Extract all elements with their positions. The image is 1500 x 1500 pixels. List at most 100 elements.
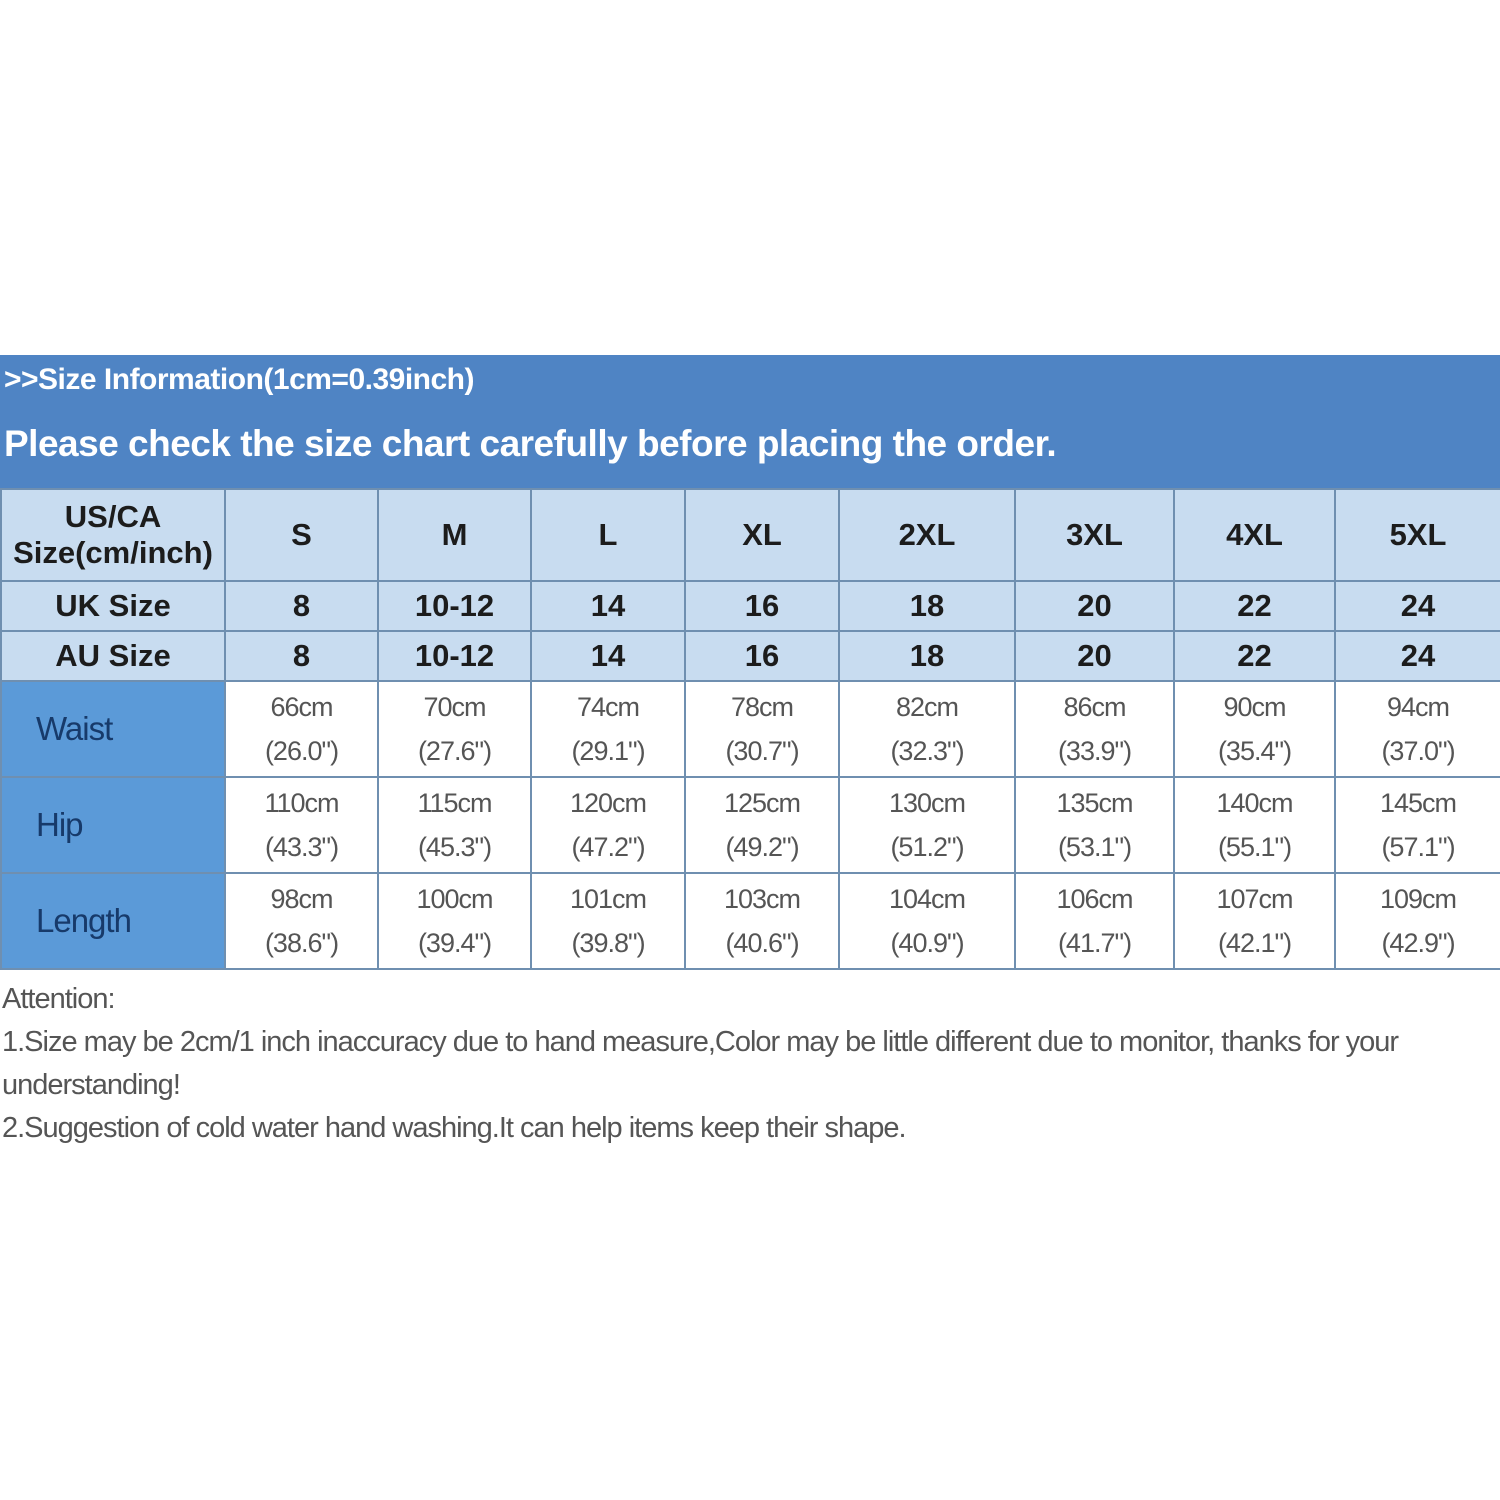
inch-value: (29.1") [571, 736, 645, 766]
header-label: US/CA Size(cm/inch) [0, 488, 226, 582]
uk-size-value: 8 [224, 580, 379, 632]
inch-value: (49.2") [725, 832, 799, 862]
inch-value: (38.6") [264, 928, 339, 958]
size-header-l: L [530, 488, 686, 582]
size-header-3xl: 3XL [1014, 488, 1175, 582]
inch-value: (42.9") [1381, 928, 1455, 958]
inch-value: (45.3") [417, 832, 492, 862]
size-header-5xl: 5XL [1334, 488, 1500, 582]
measurement-cell: 66cm (26.0") [224, 680, 379, 778]
size-header-2xl: 2XL [838, 488, 1016, 582]
au-size-value: 8 [224, 630, 379, 682]
inch-value: (32.3") [890, 736, 964, 766]
measurement-cell: 110cm (43.3") [224, 776, 379, 874]
cm-value: 90cm [1223, 692, 1286, 722]
measurement-cell: 106cm (41.7") [1014, 872, 1175, 970]
measurement-cell: 145cm (57.1") [1334, 776, 1500, 874]
header-row-us-ca: US/CA Size(cm/inch) S M L XL 2XL 3XL 4XL 5XL [0, 488, 1500, 582]
measurement-cell: 74cm (29.1") [530, 680, 686, 778]
cm-value: 103cm [723, 884, 801, 914]
measurement-cell: 100cm (39.4") [377, 872, 532, 970]
inch-value: (42.1") [1217, 928, 1292, 958]
cm-value: 145cm [1379, 788, 1457, 818]
cm-value: 110cm [264, 788, 339, 818]
row-au-size: AU Size 8 10-12 14 16 18 20 22 24 [0, 630, 1500, 682]
row-label: AU Size [0, 630, 226, 682]
note-item: 2.Suggestion of cold water hand washing.… [2, 1112, 907, 1144]
au-size-value: 18 [838, 630, 1016, 682]
au-size-value: 14 [530, 630, 686, 682]
measurement-cell: 82cm (32.3") [838, 680, 1016, 778]
cm-value: 70cm [423, 692, 486, 722]
measurement-cell: 120cm (47.2") [530, 776, 686, 874]
cm-value: 135cm [1056, 788, 1133, 818]
au-size-value: 10-12 [377, 630, 532, 682]
au-size-value: 22 [1173, 630, 1336, 682]
uk-size-value: 20 [1014, 580, 1175, 632]
measurement-cell: 90cm (35.4") [1173, 680, 1336, 778]
uk-size-value: 18 [838, 580, 1016, 632]
cm-value: 74cm [576, 692, 640, 722]
cm-value: 140cm [1216, 788, 1293, 818]
inch-value: (57.1") [1381, 832, 1455, 862]
inch-value: (33.9") [1057, 736, 1132, 766]
row-label: Length [0, 872, 226, 970]
cm-value: 98cm [270, 884, 333, 914]
size-info-banner: >>Size Information(1cm=0.39inch) Please … [0, 355, 1500, 488]
au-size-value: 24 [1334, 630, 1500, 682]
measurement-cell: 104cm (40.9") [838, 872, 1016, 970]
table-row-length: Length 98cm (38.6") 100cm (39.4") 101cm (39.8"… [0, 872, 1500, 970]
uk-size-value: 10-12 [377, 580, 532, 632]
measurement-cell: 94cm (37.0") [1334, 680, 1500, 778]
inch-value: (27.6") [417, 736, 492, 766]
measurement-cell: 125cm (49.2") [684, 776, 840, 874]
measurement-cell: 101cm (39.8") [530, 872, 686, 970]
cm-value: 120cm [569, 788, 647, 818]
inch-value: (55.1") [1217, 832, 1292, 862]
size-header-m: M [377, 488, 532, 582]
uk-size-value: 14 [530, 580, 686, 632]
row-uk-size: UK Size 8 10-12 14 16 18 20 22 24 [0, 580, 1500, 632]
inch-value: (35.4") [1217, 736, 1292, 766]
uk-size-value: 22 [1173, 580, 1336, 632]
notes-title: Attention: [2, 983, 116, 1015]
cm-value: 130cm [888, 788, 966, 818]
cm-value: 115cm [417, 788, 492, 818]
size-header-4xl: 4XL [1173, 488, 1336, 582]
inch-value: (39.8") [571, 928, 645, 958]
measurement-cell: 70cm (27.6") [377, 680, 532, 778]
measurement-cell: 86cm (33.9") [1014, 680, 1175, 778]
inch-value: (51.2") [890, 832, 964, 862]
measurement-cell: 130cm (51.2") [838, 776, 1016, 874]
measurement-cell: 107cm (42.1") [1173, 872, 1336, 970]
measurement-cell: 103cm (40.6") [684, 872, 840, 970]
measurement-cell: 135cm (53.1") [1014, 776, 1175, 874]
size-chart: >>Size Information(1cm=0.39inch) Please … [0, 355, 1500, 1150]
au-size-value: 20 [1014, 630, 1175, 682]
cm-value: 106cm [1056, 884, 1133, 914]
cm-value: 101cm [569, 884, 647, 914]
measurement-cell: 109cm (42.9") [1334, 872, 1500, 970]
cm-value: 107cm [1216, 884, 1293, 914]
inch-value: (26.0") [264, 736, 339, 766]
inch-value: (39.4") [417, 928, 492, 958]
row-label: Hip [0, 776, 226, 874]
size-table: US/CA Size(cm/inch) S M L XL 2XL 3XL 4XL 5XL UK S… [0, 488, 1500, 970]
inch-value: (47.2") [571, 832, 645, 862]
inch-value: (41.7") [1057, 928, 1132, 958]
cm-value: 109cm [1379, 884, 1457, 914]
measurement-cell: 78cm (30.7") [684, 680, 840, 778]
uk-size-value: 24 [1334, 580, 1500, 632]
au-size-value: 16 [684, 630, 840, 682]
table-row-waist: Waist 66cm (26.0") 70cm (27.6") 74cm (29.1") 78… [0, 680, 1500, 778]
note-item: 1.Size may be 2cm/1 inch inaccuracy due … [2, 1026, 1399, 1101]
measurement-cell: 115cm (45.3") [377, 776, 532, 874]
inch-value: (37.0") [1381, 736, 1455, 766]
inch-value: (40.6") [725, 928, 799, 958]
banner-subtitle: Please check the size chart carefully be… [4, 423, 1057, 464]
measurement-cell: 98cm (38.6") [224, 872, 379, 970]
size-header-xl: XL [684, 488, 840, 582]
attention-notes: Attention: 1.Size may be 2cm/1 inch inac… [0, 970, 1500, 1150]
cm-value: 94cm [1386, 692, 1450, 722]
cm-value: 78cm [730, 692, 794, 722]
